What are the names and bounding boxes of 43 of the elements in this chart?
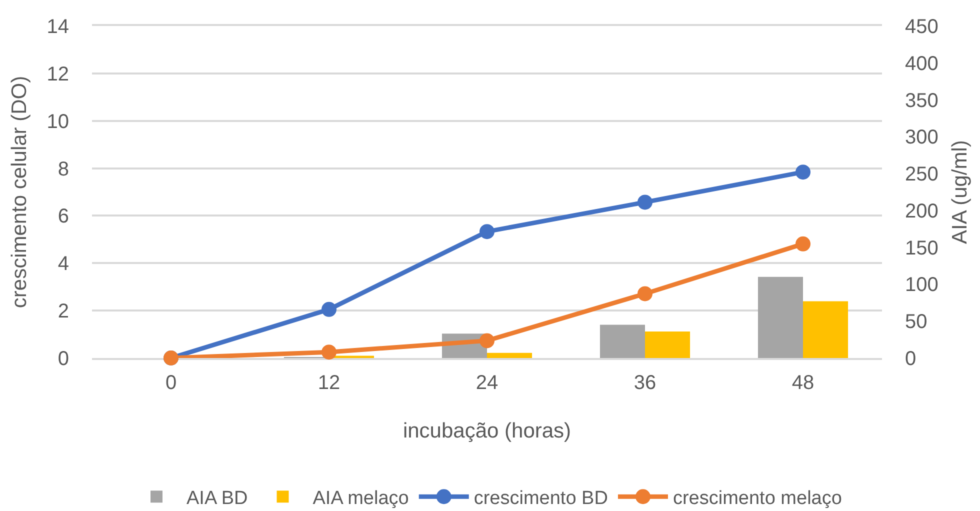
y2-tick-label: 100: [905, 274, 938, 296]
point: [796, 236, 810, 252]
bar: [600, 324, 645, 358]
y2-tick-label: 450: [905, 16, 938, 38]
x-tick-label: 48: [792, 372, 814, 394]
legend-label: crescimento BD: [474, 488, 608, 510]
point: [480, 224, 494, 240]
legend-label: crescimento melaço: [672, 488, 842, 510]
legend-label: AIA melaço: [312, 488, 409, 510]
x-tick-label: 0: [165, 372, 177, 394]
x-tick-label: 36: [634, 372, 656, 394]
y-tick-label: 12: [46, 63, 69, 86]
y-axis-title: crescimento celular (DO): [8, 76, 31, 308]
y2-tick-label: 50: [905, 311, 928, 334]
x-axis-title: incubação (horas): [402, 419, 572, 442]
y2-tick-label: 0: [905, 348, 916, 370]
y2-tick-label: 200: [905, 200, 938, 222]
point: [638, 286, 652, 302]
point: [322, 302, 336, 317]
bar: [803, 301, 848, 358]
y-tick-label: 8: [58, 158, 69, 180]
x-tick-label: 24: [476, 372, 498, 394]
y-tick-label: 10: [46, 110, 69, 133]
y2-tick-label: 150: [905, 237, 938, 260]
legend-label: AIA BD: [186, 488, 248, 510]
point: [480, 333, 494, 348]
y2-tick-label: 350: [905, 90, 938, 112]
y2-tick-label: 300: [905, 126, 938, 149]
x-tick-label: 12: [318, 372, 340, 394]
y-tick-label: 6: [58, 206, 69, 228]
bar: [487, 352, 532, 358]
y-tick-label: 2: [58, 300, 69, 323]
bar: [645, 331, 690, 358]
y-tick-label: 4: [58, 253, 69, 276]
bar: [758, 276, 803, 358]
point: [796, 164, 810, 180]
y2-tick-label: 250: [905, 164, 938, 186]
point: [322, 344, 336, 360]
y2-axis-title: AIA (ug/ml): [948, 140, 972, 244]
y-tick-label: 0: [58, 348, 69, 370]
point: [638, 194, 652, 210]
y2-tick-label: 400: [905, 52, 938, 75]
y-tick-label: 14: [46, 16, 69, 38]
